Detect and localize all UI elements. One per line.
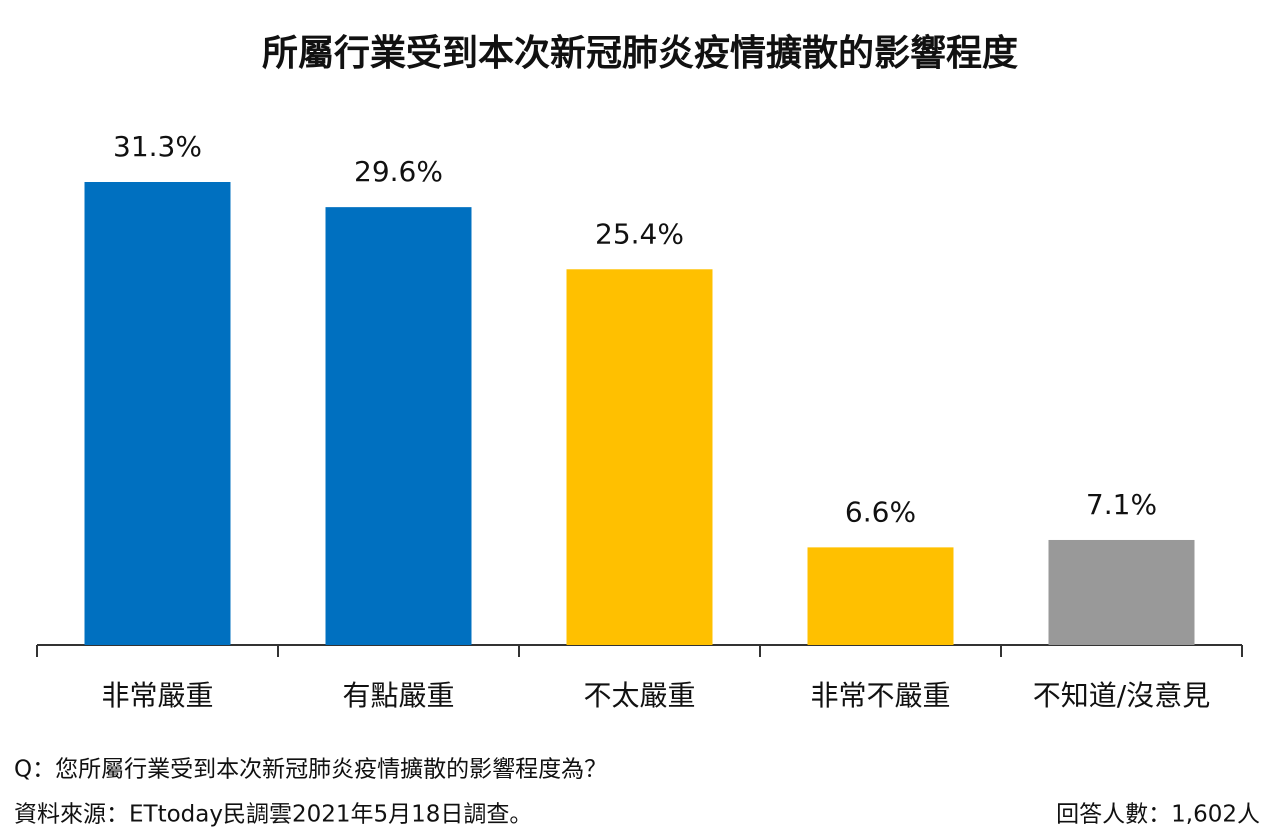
value-label: 7.1% <box>1086 488 1157 521</box>
x-tick-label: 不知道/沒意見 <box>1033 679 1210 712</box>
x-tick-label: 不太嚴重 <box>583 679 695 712</box>
bar <box>325 207 472 645</box>
x-tick-label: 非常嚴重 <box>101 679 213 712</box>
x-tick-label: 有點嚴重 <box>342 679 454 712</box>
bar <box>566 269 713 645</box>
value-label: 6.6% <box>845 495 916 528</box>
bar <box>807 547 954 645</box>
source: 資料來源：ETtoday民調雲2021年5月18日調查。 <box>14 802 532 828</box>
bar <box>1048 539 1195 645</box>
bar <box>84 182 231 645</box>
chart-title: 所屬行業受到本次新冠肺炎疫情擴散的影響程度 <box>262 32 1018 74</box>
respondents: 回答人數：1,602人 <box>1056 802 1260 828</box>
question: Q：您所屬行業受到本次新冠肺炎疫情擴散的影響程度為？ <box>14 757 607 783</box>
x-tick-label: 非常不嚴重 <box>810 679 950 712</box>
value-label: 31.3% <box>113 130 202 163</box>
value-label: 25.4% <box>595 217 684 250</box>
value-label: 29.6% <box>354 155 443 188</box>
